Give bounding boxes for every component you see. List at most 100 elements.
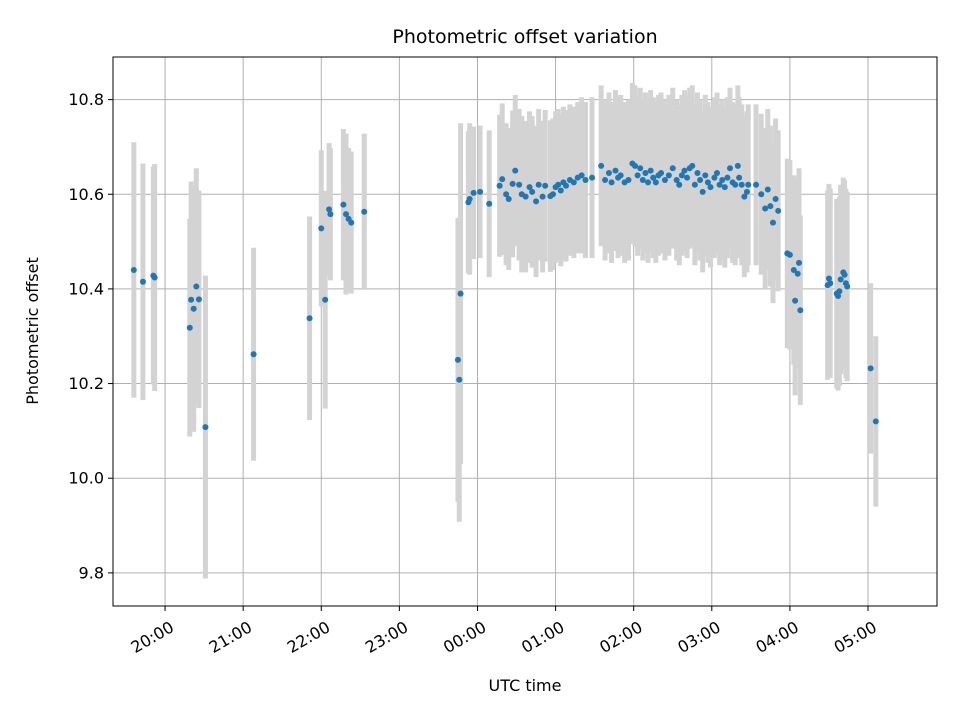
data-point — [617, 172, 624, 179]
y-tick-label: 9.8 — [79, 563, 104, 582]
data-point — [652, 179, 659, 186]
data-point — [522, 193, 529, 200]
data-point — [767, 203, 774, 210]
data-point — [745, 181, 752, 188]
x-axis-title: UTC time — [489, 676, 562, 695]
data-point — [694, 169, 701, 176]
data-point — [542, 182, 549, 189]
data-point — [535, 181, 542, 188]
y-tick-label: 10.8 — [68, 90, 104, 109]
data-point — [716, 181, 723, 188]
data-point — [867, 365, 874, 372]
data-point — [645, 179, 652, 186]
data-point — [775, 207, 782, 214]
data-point — [707, 184, 714, 191]
data-point — [348, 219, 355, 226]
y-axis-title: Photometric offset — [23, 257, 42, 405]
data-point — [466, 195, 473, 202]
data-point — [625, 177, 632, 184]
data-point — [841, 271, 848, 278]
data-point — [678, 172, 685, 179]
data-point — [741, 193, 748, 200]
data-point — [343, 211, 350, 218]
data-point — [193, 283, 200, 290]
data-point — [499, 176, 506, 183]
data-point — [533, 198, 540, 205]
data-point — [631, 162, 638, 169]
data-point — [578, 172, 585, 179]
data-point — [836, 288, 843, 295]
data-point — [792, 297, 799, 304]
data-point — [589, 174, 596, 181]
data-point — [188, 296, 195, 303]
data-point — [570, 179, 577, 186]
data-point — [605, 169, 612, 176]
data-point — [549, 191, 556, 198]
data-point — [769, 219, 776, 226]
data-point — [658, 169, 665, 176]
data-point — [669, 165, 676, 172]
data-point — [844, 283, 851, 290]
data-point — [555, 181, 562, 188]
data-point — [732, 181, 739, 188]
data-point — [743, 188, 750, 195]
data-point — [697, 177, 704, 184]
data-point — [724, 174, 731, 181]
y-tick-label: 10.6 — [68, 185, 104, 204]
chart-title: Photometric offset variation — [392, 26, 657, 48]
data-point — [835, 293, 842, 300]
data-point — [797, 307, 804, 314]
y-tick-label: 10.2 — [68, 374, 104, 393]
data-point — [727, 165, 734, 172]
y-tick-label: 10.4 — [68, 279, 104, 298]
data-point — [195, 296, 202, 303]
data-point — [734, 162, 741, 169]
data-point — [612, 167, 619, 174]
data-point — [719, 177, 726, 184]
data-point — [758, 191, 765, 198]
data-point — [786, 251, 793, 258]
plot-frame — [112, 56, 938, 607]
data-point — [151, 274, 158, 281]
data-point — [689, 162, 696, 169]
data-point — [306, 315, 313, 322]
data-point — [512, 167, 519, 174]
y-tick-label: 10.0 — [68, 469, 104, 488]
data-point — [681, 167, 688, 174]
data-point — [753, 181, 760, 188]
data-point — [764, 186, 771, 193]
data-point — [738, 181, 745, 188]
data-point — [456, 376, 463, 383]
data-point — [827, 280, 834, 287]
data-point — [711, 174, 718, 181]
data-point — [637, 165, 644, 172]
data-point — [691, 181, 698, 188]
data-point — [676, 181, 683, 188]
data-point — [139, 278, 146, 285]
data-point — [684, 174, 691, 181]
data-point — [186, 324, 193, 331]
data-point — [837, 276, 844, 283]
data-point — [721, 184, 728, 191]
data-point — [130, 266, 137, 273]
data-points — [130, 160, 879, 431]
data-point — [772, 195, 779, 202]
data-point — [608, 179, 615, 186]
data-point — [647, 167, 654, 174]
data-point — [190, 305, 197, 312]
data-point — [503, 191, 510, 198]
data-point — [642, 169, 649, 176]
data-point — [340, 201, 347, 208]
data-point — [322, 296, 329, 303]
data-point — [526, 184, 533, 191]
data-point — [454, 356, 461, 363]
data-point — [327, 211, 334, 218]
data-point — [598, 162, 605, 169]
data-point — [872, 418, 879, 425]
data-point — [736, 174, 743, 181]
data-point — [477, 188, 484, 195]
data-point — [825, 275, 832, 282]
data-point — [699, 188, 706, 195]
data-point — [796, 259, 803, 266]
